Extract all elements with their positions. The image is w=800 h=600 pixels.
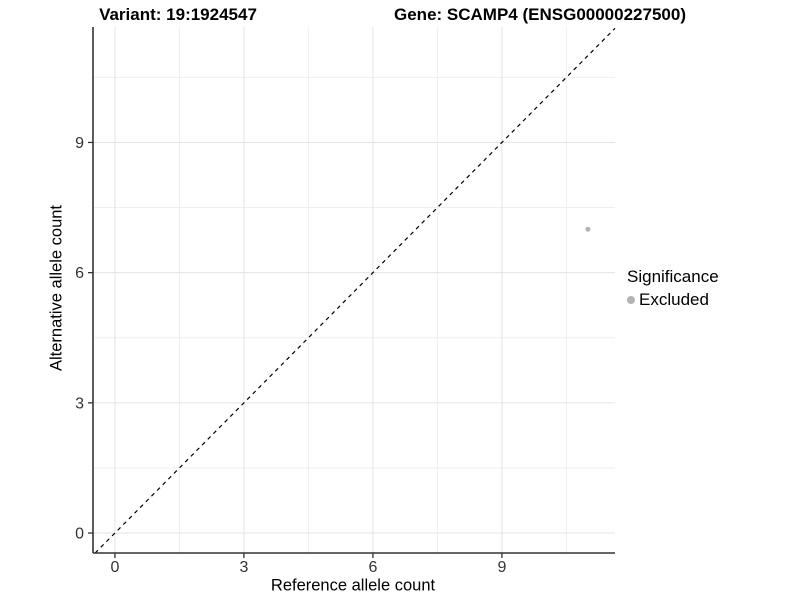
y-axis-label: Alternative allele count: [47, 204, 66, 372]
plot-title-variant: Variant: 19:1924547: [99, 5, 257, 24]
y-tick-label: 0: [75, 526, 84, 543]
legend: Significance Excluded: [627, 267, 719, 310]
legend-item-excluded: Excluded: [627, 290, 719, 310]
x-tick-label: 9: [497, 559, 506, 576]
legend-item-label: Excluded: [639, 290, 709, 309]
x-axis-label: Reference allele count: [270, 576, 436, 595]
data-point: [585, 226, 591, 232]
y-tick-label: 6: [75, 265, 84, 282]
legend-title: Significance: [627, 267, 719, 286]
legend-point-icon: [627, 296, 635, 304]
y-tick-label: 9: [75, 135, 84, 152]
x-tick-label: 6: [368, 559, 377, 576]
plot-title-gene: Gene: SCAMP4 (ENSG00000227500): [394, 5, 686, 24]
x-tick-label: 3: [239, 559, 248, 576]
x-tick-label: 0: [110, 559, 119, 576]
identity-reference-line: [94, 27, 616, 554]
y-tick-label: 3: [75, 395, 84, 412]
